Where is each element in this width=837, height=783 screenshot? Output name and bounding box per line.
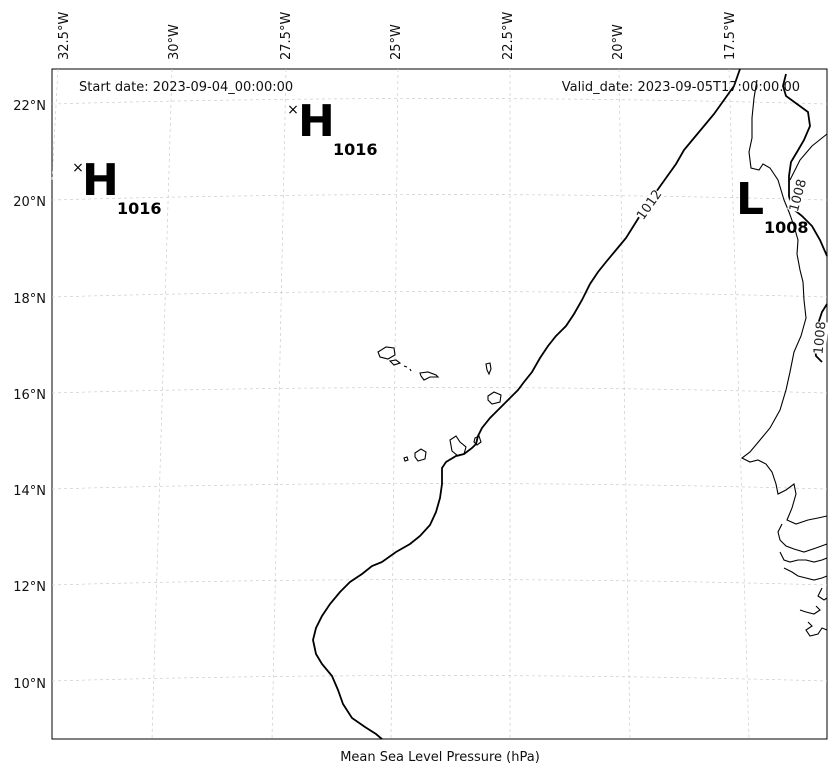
lat-tick-label: 22°N [13,99,46,114]
center-type-letter: H [82,155,119,206]
meridian-25w [390,68,399,740]
center-mark: × [287,102,299,118]
meridian-32-5w [51,68,59,181]
lon-tick-label: 30°W [167,24,182,60]
lat-tick-label: 16°N [13,388,46,403]
island-sao-vicente [388,359,402,366]
lat-tick-label: 10°N [13,677,46,692]
map-caption: Mean Sea Level Pressure (hPa) [340,750,540,765]
lon-tick-label: 22.5°W [501,12,516,60]
center-pressure-value: 1008 [764,218,809,237]
island-brava [403,456,409,462]
island-sal [485,362,492,376]
map-frame [51,68,828,740]
lon-tick-label: 25°W [389,24,404,60]
parallel-18n [51,291,828,298]
lat-tick-label: 18°N [13,292,46,307]
center-pressure-value: 1016 [333,140,378,159]
isobar-1008-north-line [782,73,828,257]
meridian-27-5w [271,68,287,740]
gridlines [51,68,828,740]
island-boa-vista [487,391,502,405]
island-fogo [414,448,427,462]
parallel-20n [51,194,828,201]
parallel-16n [51,387,828,394]
center-mark: × [72,160,84,176]
isobar-label: 1008 [812,321,830,355]
coast-cap-blanc [789,133,828,181]
parallel-14n [51,483,828,490]
island-santiago [449,435,467,457]
meridian-17-5w [728,68,750,740]
island-santo-antao [377,346,396,360]
latitude-labels: 22°N 20°N 18°N 16°N 14°N 12°N 10°N [13,99,46,692]
center-pressure-value: 1016 [117,199,162,218]
center-type-letter: L [736,174,764,225]
meridian-20w [618,68,631,740]
isobar-label-background [811,321,829,355]
lat-tick-label: 14°N [13,484,46,499]
isobar-label-background [787,178,809,213]
isobar-label-background [634,187,665,222]
lat-tick-label: 20°N [13,195,46,210]
meridian-30w [151,68,173,740]
lon-tick-label: 20°W [611,24,626,60]
lon-tick-label: 32.5°W [57,12,72,60]
start-date-label: Start date: 2023-09-04_00:00:00 [79,80,293,95]
island-santa-luzia [403,365,412,372]
parallel-22n [51,98,828,105]
island-sao-nicolau [419,371,440,381]
valid-date-label: Valid_date: 2023-09-05T17:00:00.00 [562,80,800,95]
longitude-labels: 32.5°W 30°W 27.5°W 25°W 22.5°W 20°W 17.5°W [57,12,738,60]
lon-tick-label: 27.5°W [279,12,294,60]
coast-west-africa-north [740,79,828,525]
center-type-letter: H [298,96,335,147]
coast-west-africa-south [777,523,828,637]
parallel-12n [51,579,828,586]
lat-tick-label: 12°N [13,580,46,595]
parallel-10n [51,675,828,682]
lon-tick-label: 17.5°W [723,12,738,60]
